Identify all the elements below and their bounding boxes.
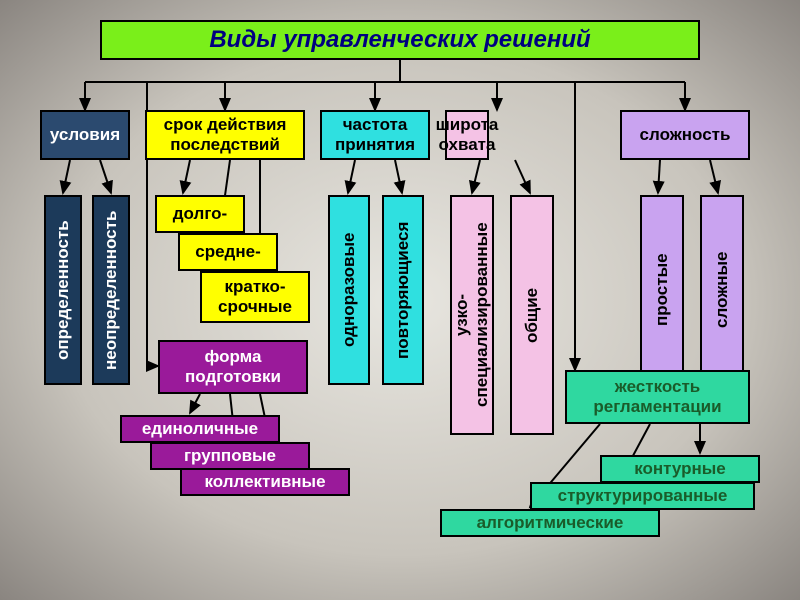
item-duration-0: долго- bbox=[155, 195, 245, 233]
item-duration-2: кратко- срочные bbox=[200, 271, 310, 323]
cat-frequency-label: частота принятия bbox=[328, 115, 422, 155]
title-text: Виды управленческих решений bbox=[209, 26, 590, 54]
cat-scope: широта охвата bbox=[445, 110, 489, 160]
item-duration-1: средне- bbox=[178, 233, 278, 271]
item-complexity-1-label: сложные bbox=[712, 252, 732, 328]
item-rigidity-2-label: алгоритмические bbox=[477, 513, 624, 533]
item-conditions-1-label: неопределенность bbox=[101, 210, 121, 369]
cat-frequency: частота принятия bbox=[320, 110, 430, 160]
cat-form-label: форма подготовки bbox=[166, 347, 300, 387]
item-scope-1-label: общие bbox=[522, 287, 542, 342]
item-duration-2-label: кратко- срочные bbox=[208, 277, 302, 317]
item-complexity-1: сложные bbox=[700, 195, 744, 385]
item-rigidity-1: структурированные bbox=[530, 482, 755, 510]
item-form-1: групповые bbox=[150, 442, 310, 470]
cat-conditions: условия bbox=[40, 110, 130, 160]
item-form-2-label: коллективные bbox=[204, 472, 325, 492]
item-rigidity-2: алгоритмические bbox=[440, 509, 660, 537]
item-form-2: коллективные bbox=[180, 468, 350, 496]
cat-conditions-label: условия bbox=[50, 125, 120, 145]
cat-complexity: сложность bbox=[620, 110, 750, 160]
item-rigidity-0: контурные bbox=[600, 455, 760, 483]
item-rigidity-1-label: структурированные bbox=[558, 486, 728, 506]
cat-form: форма подготовки bbox=[158, 340, 308, 394]
item-duration-1-label: средне- bbox=[195, 242, 260, 262]
item-conditions-1: неопределенность bbox=[92, 195, 130, 385]
item-frequency-0-label: одноразовые bbox=[339, 233, 359, 347]
item-scope-0-label: узко- специализированные bbox=[452, 205, 492, 425]
cat-rigidity-label: жесткость регламентации bbox=[573, 377, 742, 417]
item-complexity-0-label: простые bbox=[652, 254, 672, 327]
item-frequency-1-label: повторяющиеся bbox=[393, 221, 413, 358]
item-frequency-1: повторяющиеся bbox=[382, 195, 424, 385]
cat-duration: срок действия последствий bbox=[145, 110, 305, 160]
item-frequency-0: одноразовые bbox=[328, 195, 370, 385]
title-box: Виды управленческих решений bbox=[100, 20, 700, 60]
item-duration-0-label: долго- bbox=[173, 204, 227, 224]
item-scope-0: узко- специализированные bbox=[450, 195, 494, 435]
item-rigidity-0-label: контурные bbox=[634, 459, 726, 479]
item-conditions-0: определенность bbox=[44, 195, 82, 385]
item-form-0: единоличные bbox=[120, 415, 280, 443]
cat-rigidity: жесткость регламентации bbox=[565, 370, 750, 424]
item-scope-1: общие bbox=[510, 195, 554, 435]
cat-scope-label: широта охвата bbox=[436, 115, 499, 155]
item-form-0-label: единоличные bbox=[142, 419, 258, 439]
cat-duration-label: срок действия последствий bbox=[153, 115, 297, 155]
item-conditions-0-label: определенность bbox=[53, 220, 73, 360]
item-form-1-label: групповые bbox=[184, 446, 276, 466]
cat-complexity-label: сложность bbox=[640, 125, 731, 145]
item-complexity-0: простые bbox=[640, 195, 684, 385]
